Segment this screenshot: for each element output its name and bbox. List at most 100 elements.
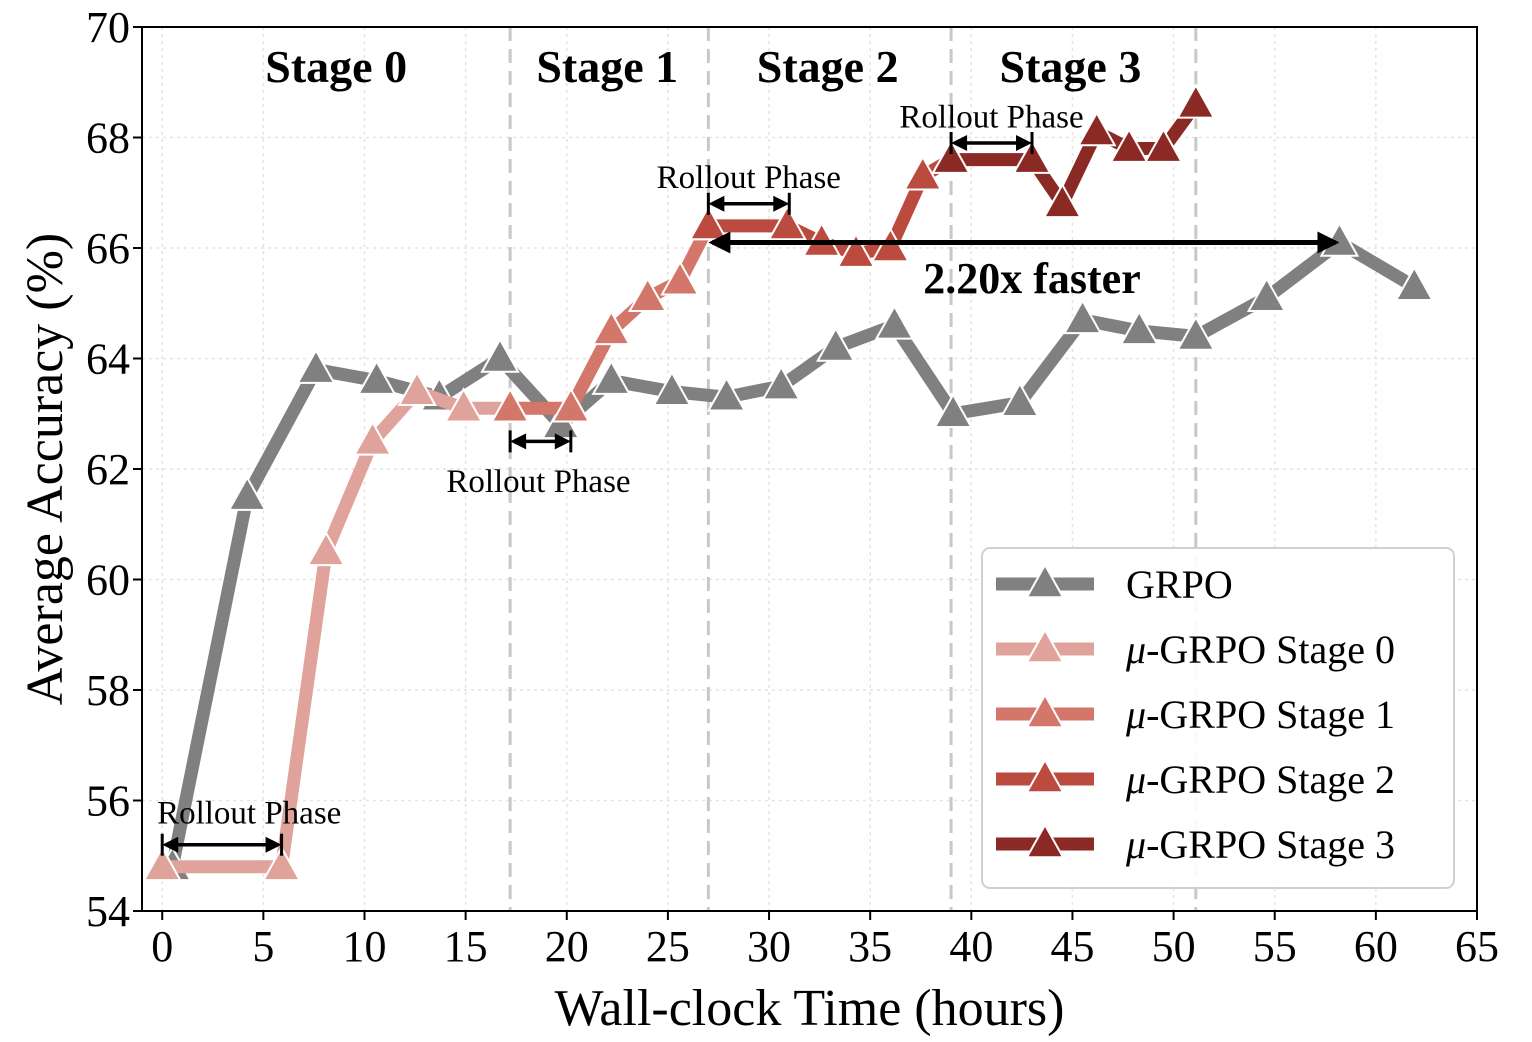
x-tick-label: 25: [646, 922, 690, 971]
legend-label: μ-GRPO Stage 1: [1125, 692, 1395, 737]
data-point-marker: [1109, 127, 1149, 163]
data-point-marker: [591, 309, 632, 346]
data-point-marker: [1176, 315, 1216, 351]
data-point-marker: [352, 420, 393, 456]
data-point-marker: [627, 276, 668, 313]
x-tick-label: 55: [1253, 922, 1297, 971]
speedup-label: 2.20x faster: [923, 254, 1141, 303]
x-tick-label: 15: [444, 922, 488, 971]
y-tick-label: 66: [86, 224, 130, 273]
rollout-phase-annotation: Rollout Phase: [157, 796, 341, 856]
annotation-arrow-head-right: [554, 433, 571, 450]
rollout-phase-annotation: Rollout Phase: [899, 99, 1084, 155]
x-tick-label: 40: [949, 922, 993, 971]
rollout-phase-label: Rollout Phase: [657, 160, 841, 196]
annotation-arrow-head-left: [162, 836, 179, 853]
data-point-marker: [1076, 110, 1117, 147]
x-tick-label: 10: [343, 922, 387, 971]
data-point-marker: [261, 845, 302, 882]
data-point-marker: [652, 370, 692, 406]
data-point-marker: [870, 226, 911, 263]
y-tick-label: 68: [86, 114, 130, 163]
x-tick-label: 0: [151, 922, 173, 971]
x-tick-label: 50: [1152, 922, 1196, 971]
legend-marker-swatch: [1025, 627, 1065, 664]
x-tick-label: 60: [1354, 922, 1398, 971]
x-tick-label: 5: [252, 922, 274, 971]
data-point-marker: [490, 387, 530, 423]
x-tick-label: 20: [545, 922, 589, 971]
data-point-marker: [142, 845, 182, 882]
x-tick-label: 30: [747, 922, 791, 971]
speedup-annotation: 2.20x faster: [708, 231, 1340, 303]
annotation-arrow-head-right: [1016, 135, 1032, 152]
legend-label: μ-GRPO Stage 0: [1125, 627, 1395, 672]
rollout-phase-label: Rollout Phase: [157, 796, 341, 832]
data-point-marker: [933, 392, 973, 429]
data-point-marker: [1143, 127, 1184, 163]
y-tick-label: 60: [86, 556, 130, 605]
annotation-arrow-head-right: [1317, 231, 1340, 254]
data-point-marker: [801, 221, 842, 257]
stage-label-stage-0: Stage 0: [265, 41, 407, 92]
series-grpo-stage-1: [490, 204, 729, 423]
legend-marker-swatch: [1025, 822, 1065, 859]
legend-entry-grpo-stage-3: μ-GRPO Stage 3: [996, 822, 1395, 867]
data-point-marker: [356, 359, 397, 395]
data-point-marker: [551, 387, 591, 423]
data-point-marker: [1012, 138, 1052, 174]
series-grpo-stage-3: [931, 83, 1216, 219]
annotation-layer: Rollout Phase Rollout Phase Rollout Phase R…: [157, 99, 1340, 856]
y-tick-label: 70: [86, 3, 130, 52]
legend-entry-grpo: GRPO: [996, 562, 1233, 607]
y-tick-label: 54: [86, 887, 130, 936]
data-point-marker: [480, 337, 520, 373]
data-point-marker: [1000, 381, 1040, 417]
annotation-arrow-head-left: [510, 433, 527, 450]
x-tick-label: 45: [1050, 922, 1094, 971]
annotation-arrow-head-right: [773, 195, 790, 212]
rollout-phase-annotation: Rollout Phase: [446, 430, 631, 500]
y-tick-label: 58: [86, 666, 130, 715]
y-tick-label: 64: [86, 335, 130, 384]
legend-entry-grpo-stage-0: μ-GRPO Stage 0: [996, 627, 1395, 672]
data-point-marker: [296, 348, 336, 384]
data-point-marker: [836, 232, 876, 268]
x-tick-label: 65: [1455, 922, 1499, 971]
data-point-marker: [761, 365, 801, 401]
data-point-marker: [767, 204, 808, 241]
data-point-marker: [397, 370, 437, 406]
tick-layer: 0 5 10 15 20 25 30 35 40 45 50 55 60 65 54 56 58 60 62 64 66…: [86, 3, 1499, 971]
data-point-marker: [1042, 182, 1083, 219]
legend-marker-swatch: [1025, 692, 1065, 729]
y-tick-label: 56: [86, 777, 130, 826]
legend-label: GRPO: [1126, 562, 1233, 607]
data-point-marker: [874, 304, 915, 340]
stage-label-stage-2: Stage 2: [757, 41, 899, 92]
annotation-arrow-head-left: [708, 231, 731, 254]
data-point-marker: [1119, 309, 1159, 346]
data-point-marker: [706, 376, 747, 412]
data-point-marker: [1176, 83, 1216, 119]
y-tick-label: 62: [86, 445, 130, 494]
annotation-arrow-head-left: [708, 195, 725, 212]
legend-marker-swatch: [1025, 757, 1065, 794]
annotation-arrow-head-right: [265, 836, 282, 853]
y-axis-title: Average Accuracy (%): [17, 233, 74, 706]
data-point-marker: [816, 326, 856, 362]
series-layer: [142, 83, 1435, 882]
data-point-marker: [688, 204, 729, 241]
legend-entry-grpo-stage-1: μ-GRPO Stage 1: [996, 692, 1395, 737]
data-point-marker: [306, 530, 346, 567]
legend-box: [981, 547, 1455, 889]
legend-label: μ-GRPO Stage 2: [1125, 757, 1395, 802]
rollout-phase-annotation: Rollout Phase: [657, 160, 841, 215]
x-axis-title: Wall-clock Time (hours): [555, 980, 1065, 1037]
stage-label-stage-1: Stage 1: [536, 41, 678, 92]
legend-label: μ-GRPO Stage 3: [1125, 822, 1395, 867]
stage-label-stage-3: Stage 3: [1000, 41, 1142, 92]
data-point-marker: [931, 138, 971, 174]
stage-divider-layer: Stage 0 Stage 1 Stage 2 Stage 3: [265, 27, 1198, 911]
